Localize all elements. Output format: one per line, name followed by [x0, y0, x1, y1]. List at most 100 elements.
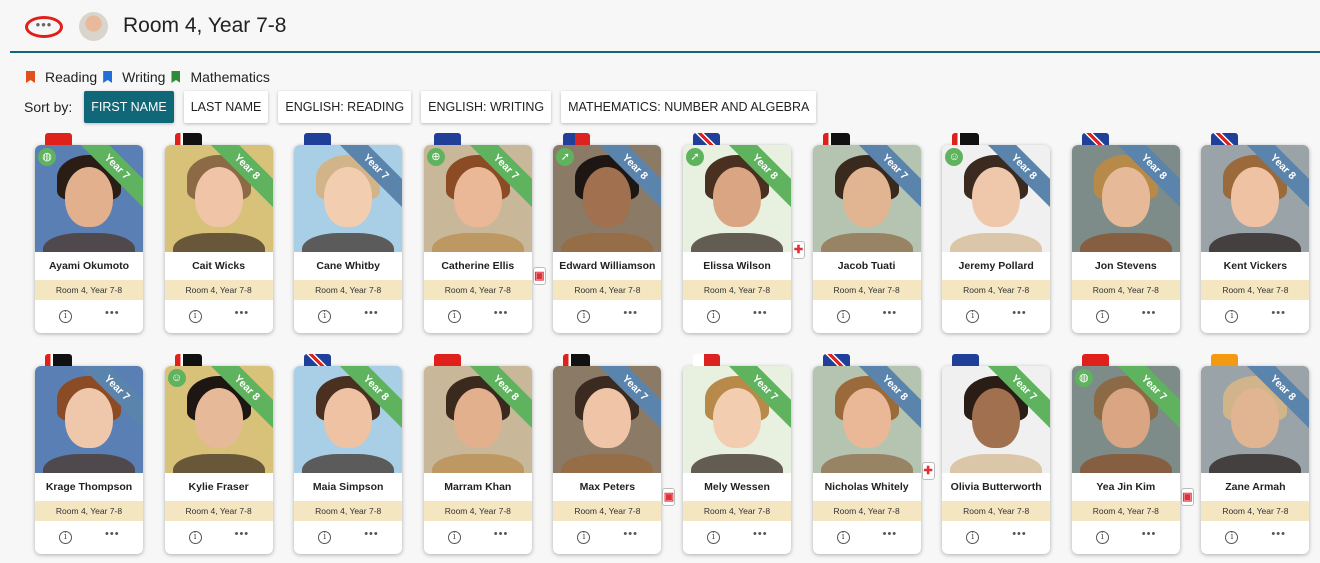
more-options-icon[interactable]: ••• [1271, 307, 1286, 319]
sort-last-name-button[interactable]: LAST NAME [183, 91, 269, 123]
student-card[interactable]: Year 8 ➚ Elissa Wilson Room 4, Year 7-8 … [683, 133, 805, 333]
lock-icon[interactable]: ▣ [662, 488, 676, 506]
student-name[interactable]: Elissa Wilson [703, 260, 771, 272]
info-icon[interactable]: i [447, 310, 461, 323]
student-card[interactable]: Year 8 Marram Khan Room 4, Year 7-8 i ••… [423, 354, 532, 554]
sort-english-writing-button[interactable]: ENGLISH: WRITING [421, 91, 552, 123]
more-options-icon[interactable]: ••• [364, 307, 379, 319]
more-options-icon[interactable]: ••• [1141, 528, 1157, 540]
student-name[interactable]: Jon Stevens [1094, 260, 1157, 272]
student-name[interactable]: Ayami Okumoto [48, 260, 130, 272]
ellipsis-icon[interactable]: ••• [25, 16, 63, 38]
info-icon[interactable]: i [707, 531, 720, 544]
info-icon[interactable]: i [59, 531, 72, 544]
globe-icon: ◍ [38, 148, 56, 166]
student-name[interactable]: Krage Thompson [45, 481, 133, 493]
more-options-icon[interactable]: ••• [753, 307, 768, 319]
more-options-icon[interactable]: ••• [1141, 307, 1157, 319]
more-options-icon[interactable]: ••• [623, 307, 638, 319]
student-card[interactable]: Year 7 Jacob Tuati Room 4, Year 7-8 i ••… [812, 133, 921, 333]
student-card[interactable]: Year 8 ☺ Kylie Fraser Room 4, Year 7-8 i… [164, 354, 273, 554]
more-options-icon[interactable]: ••• [1271, 528, 1286, 540]
student-name[interactable]: Mely Wessen [704, 481, 770, 493]
medical-icon[interactable]: ✚ [921, 462, 935, 480]
more-options-icon[interactable]: ••• [753, 528, 768, 540]
student-card[interactable]: Year 8 Jon Stevens Room 4, Year 7-8 i ••… [1071, 133, 1180, 333]
student-name[interactable]: Olivia Butterworth [950, 481, 1042, 493]
more-options-icon[interactable]: ••• [1012, 528, 1027, 540]
info-icon[interactable]: i [318, 310, 332, 323]
more-options-icon[interactable]: ••• [882, 528, 898, 540]
more-options-icon[interactable]: ••• [882, 307, 898, 319]
student-card[interactable]: Year 7 ◍ Ayami Okumoto Room 4, Year 7-8 … [35, 133, 143, 333]
more-options-icon[interactable]: ••• [105, 528, 120, 540]
student-card[interactable]: Year 7 ⊕ Catherine Ellis Room 4, Year 7-… [423, 133, 546, 333]
card-actions: i ••• [424, 305, 532, 329]
more-options-icon[interactable]: ••• [623, 528, 638, 540]
student-room: Room 4, Year 7-8 [812, 501, 921, 521]
more-options-icon[interactable]: ••• [493, 528, 509, 540]
more-options-icon[interactable]: ••• [234, 307, 250, 319]
student-name[interactable]: Zane Armah [1225, 481, 1286, 493]
info-icon[interactable]: i [318, 531, 332, 544]
info-icon[interactable]: i [1225, 531, 1239, 544]
student-card[interactable]: Year 7 Krage Thompson Room 4, Year 7-8 i… [35, 354, 143, 554]
student-name[interactable]: Kylie Fraser [188, 481, 249, 493]
info-icon[interactable]: i [1095, 310, 1109, 323]
more-options-icon[interactable]: ••• [234, 528, 250, 540]
student-name[interactable]: Catherine Ellis [441, 260, 515, 272]
info-icon[interactable]: i [447, 531, 461, 544]
sort-english-reading-button[interactable]: ENGLISH: READING [278, 91, 412, 123]
info-icon[interactable]: i [1225, 310, 1239, 323]
student-photo: Year 8 [1071, 145, 1180, 252]
student-card[interactable]: Year 8 Maia Simpson Room 4, Year 7-8 i •… [294, 354, 403, 554]
info-icon[interactable]: i [1095, 531, 1109, 544]
flag-icon [174, 133, 202, 147]
flag-icon [1081, 133, 1109, 147]
student-card[interactable]: Year 7 Cane Whitby Room 4, Year 7-8 i ••… [294, 133, 403, 333]
info-icon[interactable]: i [836, 531, 850, 544]
student-card[interactable]: Year 8 Zane Armah Room 4, Year 7-8 i ••• [1201, 354, 1310, 554]
info-icon[interactable]: i [577, 531, 591, 544]
student-card[interactable]: Year 7 Max Peters Room 4, Year 7-8 i •••… [553, 354, 676, 554]
info-icon[interactable]: i [188, 310, 202, 323]
student-name[interactable]: Cane Whitby [316, 260, 380, 272]
student-card[interactable]: Year 8 ➚ Edward Williamson Room 4, Year … [553, 133, 662, 333]
student-name[interactable]: Kent Vickers [1223, 260, 1288, 272]
flag-icon [822, 354, 850, 368]
more-options-icon[interactable]: ••• [493, 307, 509, 319]
student-name[interactable]: Cait Wicks [192, 260, 246, 272]
info-icon[interactable]: i [966, 531, 980, 544]
info-icon[interactable]: i [836, 310, 850, 323]
student-name[interactable]: Jeremy Pollard [958, 260, 1034, 272]
student-card[interactable]: Year 8 ☺ Jeremy Pollard Room 4, Year 7-8… [942, 133, 1051, 333]
more-options-icon[interactable]: ••• [364, 528, 379, 540]
student-name[interactable]: Yea Jin Kim [1096, 481, 1156, 493]
student-name[interactable]: Nicholas Whitely [824, 481, 909, 493]
reading-bookmark-icon [26, 71, 35, 83]
student-card[interactable]: Year 8 Nicholas Whitely Room 4, Year 7-8… [812, 354, 935, 554]
sort-first-name-button[interactable]: FIRST NAME [84, 91, 174, 123]
student-card[interactable]: Year 7 Olivia Butterworth Room 4, Year 7… [942, 354, 1051, 554]
more-options-icon[interactable]: ••• [1012, 307, 1027, 319]
info-icon[interactable]: i [577, 310, 591, 323]
student-card[interactable]: Year 7 ◍ Yea Jin Kim Room 4, Year 7-8 i … [1071, 354, 1194, 554]
more-options-icon[interactable]: ••• [105, 307, 120, 319]
sort-mathematics-button[interactable]: MATHEMATICS: NUMBER AND ALGEBRA [561, 91, 817, 123]
student-name[interactable]: Max Peters [579, 481, 636, 493]
medical-icon[interactable]: ✚ [792, 241, 805, 259]
info-icon[interactable]: i [188, 531, 202, 544]
student-card[interactable]: Year 8 Cait Wicks Room 4, Year 7-8 i ••• [164, 133, 273, 333]
info-icon[interactable]: i [966, 310, 980, 323]
info-icon[interactable]: i [707, 310, 720, 323]
student-card[interactable]: Year 8 Kent Vickers Room 4, Year 7-8 i •… [1201, 133, 1310, 333]
info-icon[interactable]: i [59, 310, 72, 323]
student-name[interactable]: Edward Williamson [559, 260, 656, 272]
student-name[interactable]: Marram Khan [444, 481, 512, 493]
lock-icon[interactable]: ▣ [532, 267, 546, 285]
student-name[interactable]: Jacob Tuati [837, 260, 896, 272]
student-card[interactable]: Year 7 Mely Wessen Room 4, Year 7-8 i ••… [683, 354, 791, 554]
lock-icon[interactable]: ▣ [1180, 488, 1194, 506]
avatar[interactable] [79, 12, 108, 41]
student-name[interactable]: Maia Simpson [312, 481, 384, 493]
